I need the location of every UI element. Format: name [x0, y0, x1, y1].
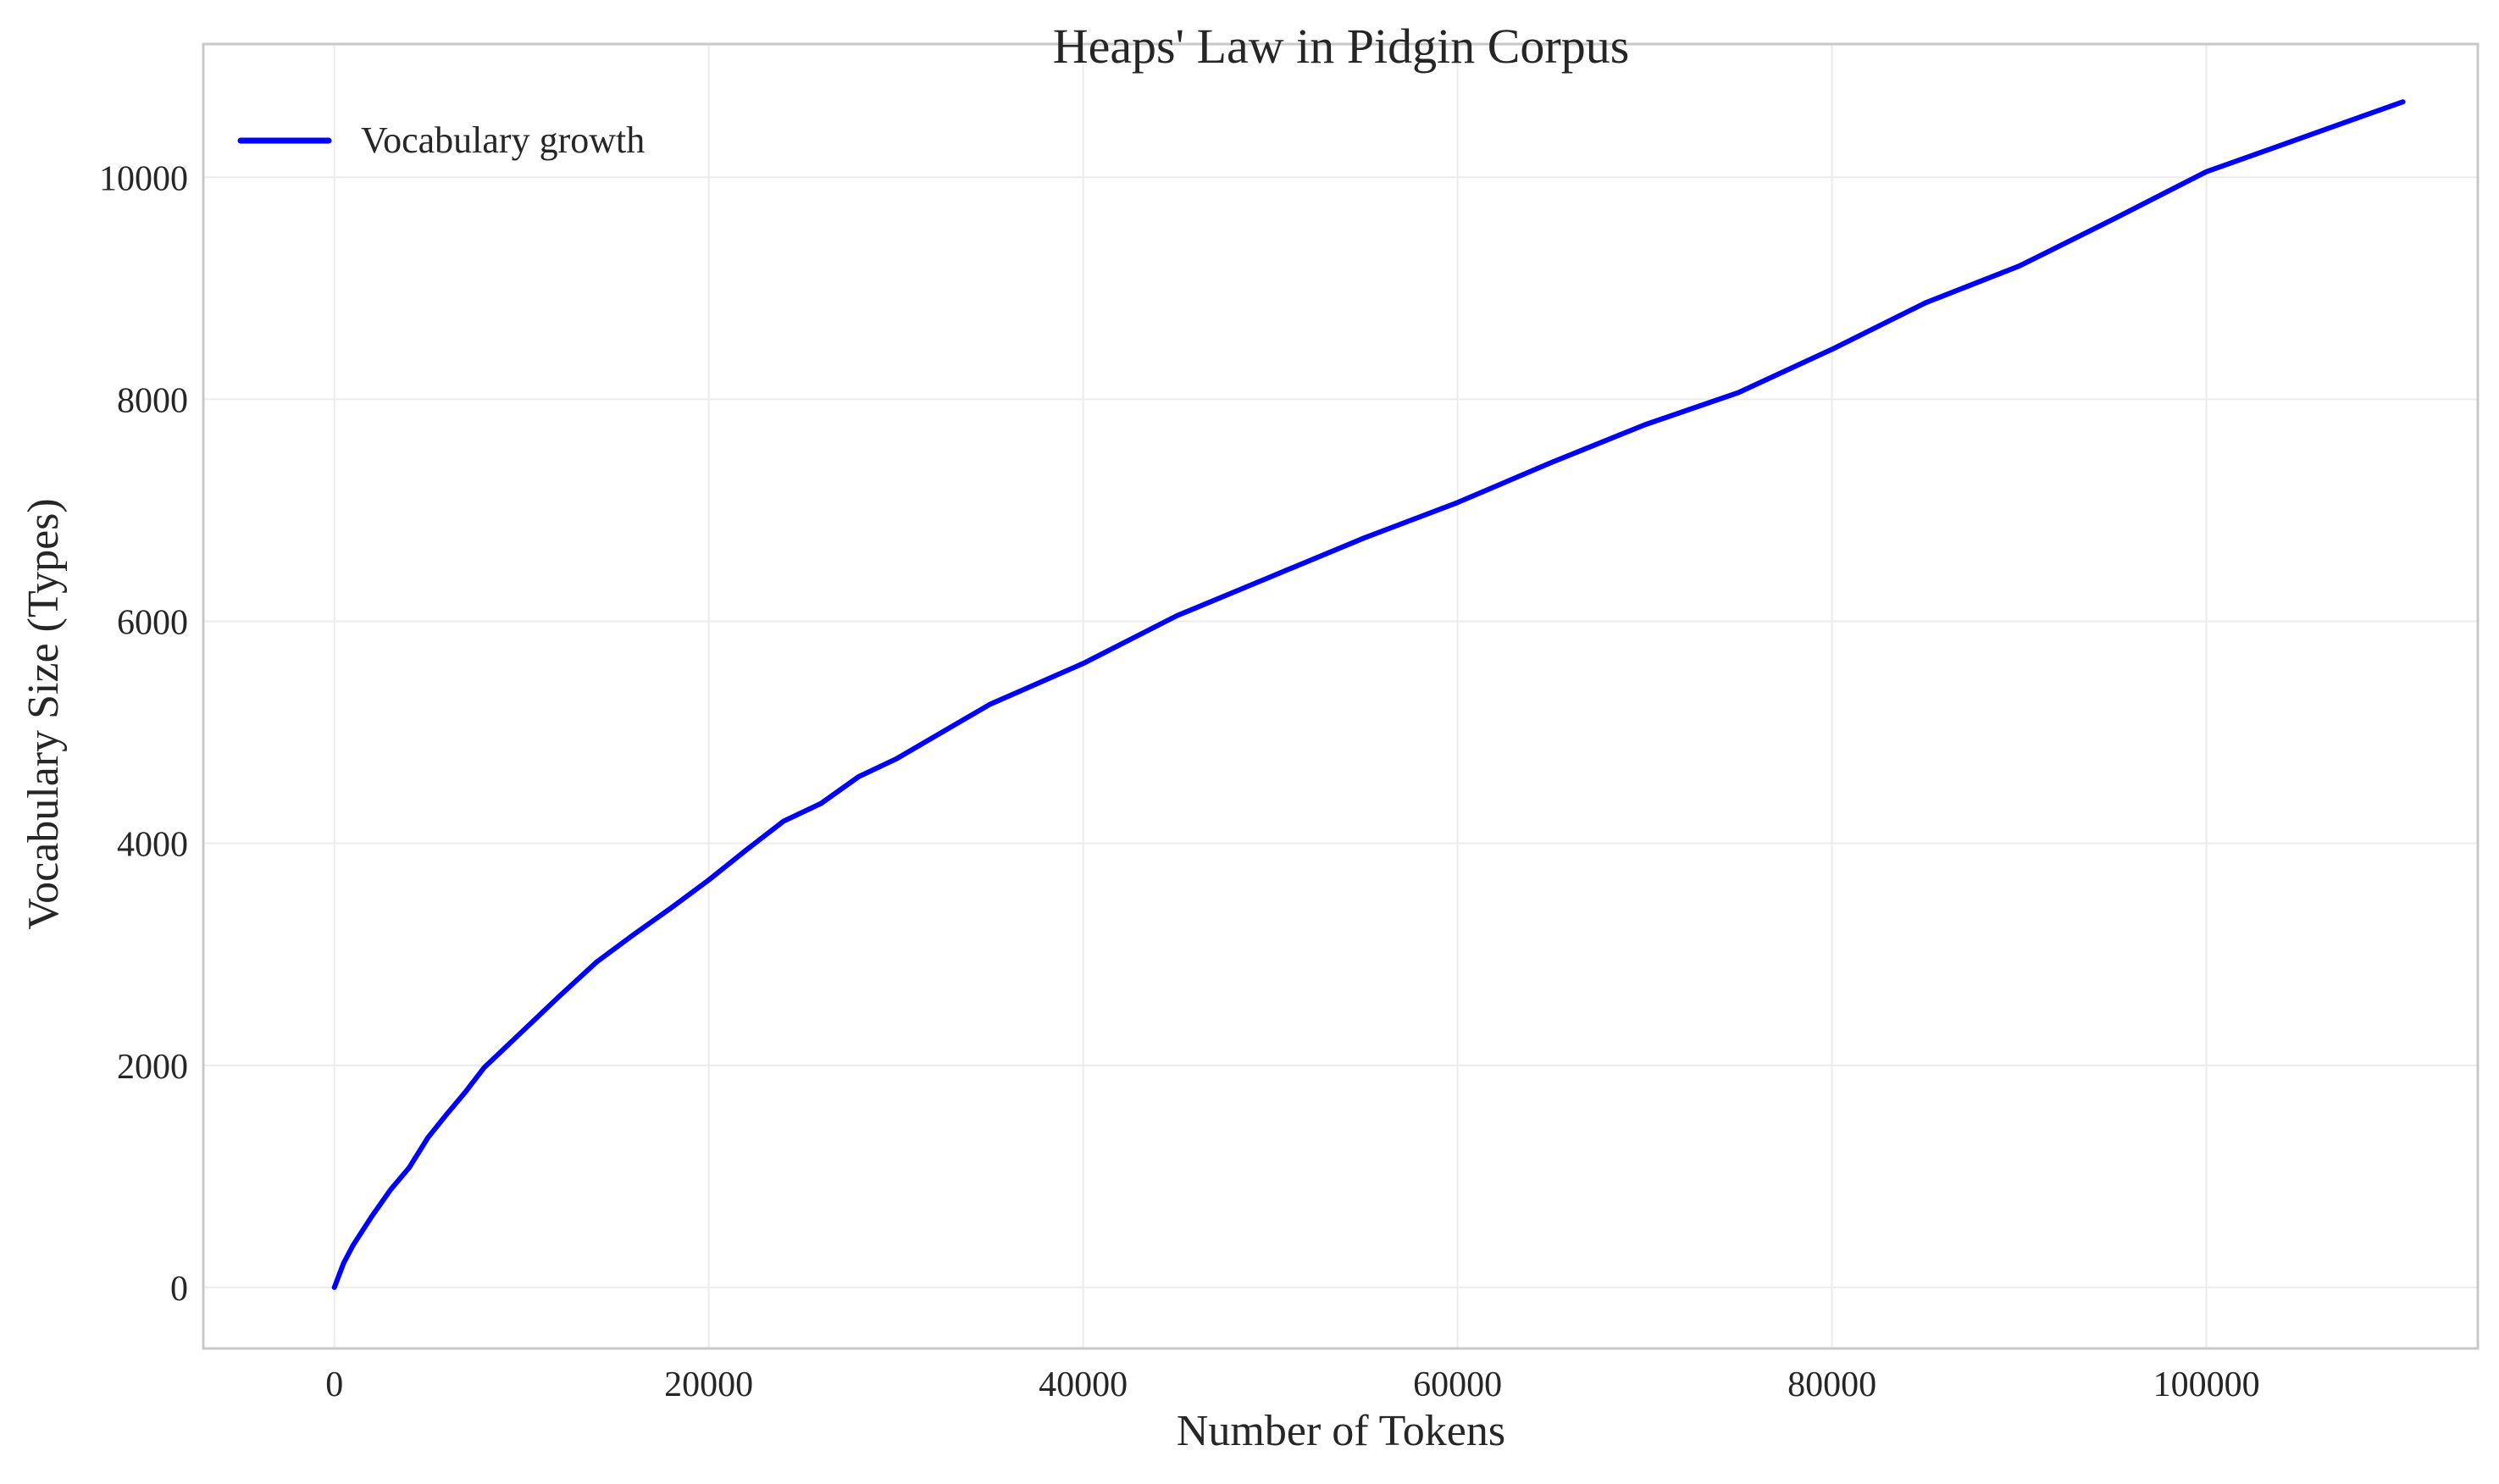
y-tick-label: 8000: [117, 381, 188, 420]
x-tick-label: 20000: [664, 1365, 753, 1404]
y-tick-label: 6000: [117, 604, 188, 643]
y-axis-label: Vocabulary Size (Types): [19, 498, 68, 929]
y-tick-label: 2000: [117, 1048, 188, 1087]
x-axis-label: Number of Tokens: [1177, 1407, 1505, 1455]
y-tick-label: 10000: [99, 159, 188, 198]
chart-title: Heaps' Law in Pidgin Corpus: [1053, 19, 1630, 74]
x-tick-label: 80000: [1787, 1365, 1876, 1404]
x-tick-label: 100000: [2153, 1365, 2260, 1404]
legend: Vocabulary growth: [237, 119, 645, 161]
x-tick-label: 40000: [1039, 1365, 1128, 1404]
y-tick-label: 4000: [117, 826, 188, 865]
legend-label: Vocabulary growth: [361, 119, 645, 161]
y-axis-ticks: 0 2000 4000 6000 8000 10000: [99, 159, 188, 1309]
series-layer: [331, 99, 2406, 1290]
plot-frame: [202, 42, 2480, 1350]
x-tick-label: 60000: [1413, 1365, 1502, 1404]
x-tick-label: 0: [325, 1365, 343, 1404]
y-tick-label: 0: [170, 1270, 188, 1309]
grid: [203, 44, 2478, 1348]
x-axis-ticks: 0 20000 40000 60000 80000 100000: [325, 1365, 2259, 1404]
series-line-vocabulary-growth: [331, 99, 2406, 1290]
